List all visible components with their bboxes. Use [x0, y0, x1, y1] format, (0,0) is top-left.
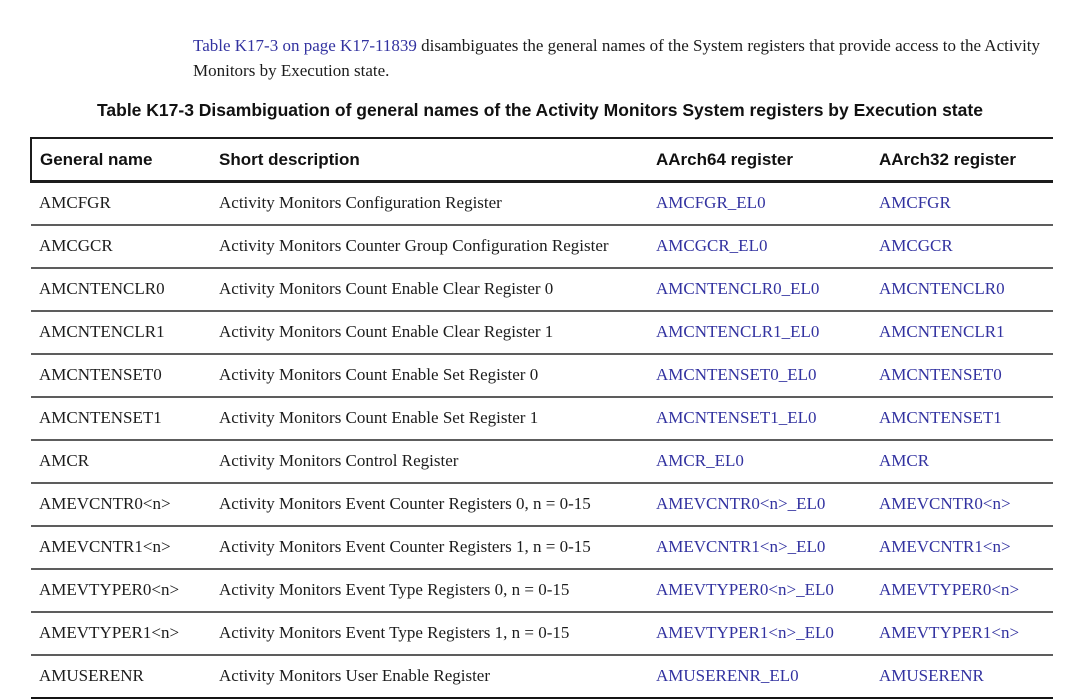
aarch32-register-link[interactable]: AMEVCNTR1<n> — [879, 537, 1011, 556]
description-cell: Activity Monitors Count Enable Set Regis… — [211, 354, 648, 398]
aarch32-register-link[interactable]: AMUSERENR — [879, 666, 984, 685]
table-row: AMCNTENSET1 Activity Monitors Count Enab… — [31, 397, 1053, 441]
table-row: AMCNTENCLR0 Activity Monitors Count Enab… — [31, 268, 1053, 312]
table-body: AMCFGR Activity Monitors Configuration R… — [31, 181, 1053, 699]
general-name-cell: AMCNTENSET0 — [31, 354, 211, 398]
aarch32-register-link[interactable]: AMEVCNTR0<n> — [879, 494, 1011, 513]
aarch64-register-link[interactable]: AMCGCR_EL0 — [656, 236, 768, 255]
table-row: AMCGCR Activity Monitors Counter Group C… — [31, 225, 1053, 269]
general-name-cell: AMEVCNTR0<n> — [31, 483, 211, 527]
col-header-short-description: Short description — [211, 137, 648, 183]
aarch32-register-link[interactable]: AMCNTENSET1 — [879, 408, 1002, 427]
table-row: AMEVCNTR0<n> Activity Monitors Event Cou… — [31, 483, 1053, 527]
description-cell: Activity Monitors Count Enable Clear Reg… — [211, 311, 648, 355]
description-cell: Activity Monitors Count Enable Set Regis… — [211, 397, 648, 441]
aarch64-register-link[interactable]: AMCNTENCLR0_EL0 — [656, 279, 820, 298]
aarch64-register-link[interactable]: AMEVCNTR0<n>_EL0 — [656, 494, 826, 513]
general-name-cell: AMEVTYPER0<n> — [31, 569, 211, 613]
aarch64-register-link[interactable]: AMCFGR_EL0 — [656, 193, 766, 212]
aarch64-register-link[interactable]: AMCNTENSET1_EL0 — [656, 408, 817, 427]
table-header: General name Short description AArch64 r… — [30, 137, 1053, 183]
aarch32-register-link[interactable]: AMCNTENCLR0 — [879, 279, 1005, 298]
general-name-cell: AMEVCNTR1<n> — [31, 526, 211, 570]
general-name-cell: AMCGCR — [31, 225, 211, 269]
table-row: AMCNTENSET0 Activity Monitors Count Enab… — [31, 354, 1053, 398]
aarch64-register-link[interactable]: AMCNTENSET0_EL0 — [656, 365, 817, 384]
registers-table: General name Short description AArch64 r… — [30, 137, 1053, 699]
table-row: AMCNTENCLR1 Activity Monitors Count Enab… — [31, 311, 1053, 355]
general-name-cell: AMCNTENCLR1 — [31, 311, 211, 355]
description-cell: Activity Monitors Configuration Register — [211, 181, 648, 226]
description-cell: Activity Monitors Event Type Registers 1… — [211, 612, 648, 656]
aarch32-register-link[interactable]: AMEVTYPER1<n> — [879, 623, 1020, 642]
aarch64-register-link[interactable]: AMEVCNTR1<n>_EL0 — [656, 537, 826, 556]
aarch32-register-link[interactable]: AMCNTENSET0 — [879, 365, 1002, 384]
intro-paragraph: Table K17-3 on page K17-11839 disambigua… — [193, 33, 1051, 83]
aarch64-register-link[interactable]: AMCR_EL0 — [656, 451, 744, 470]
general-name-cell: AMUSERENR — [31, 655, 211, 699]
col-header-aarch64-register: AArch64 register — [648, 137, 871, 183]
aarch32-register-link[interactable]: AMCGCR — [879, 236, 953, 255]
general-name-cell: AMCR — [31, 440, 211, 484]
aarch64-register-link[interactable]: AMEVTYPER1<n>_EL0 — [656, 623, 834, 642]
table-reference-link[interactable]: Table K17-3 on page K17-11839 — [193, 36, 417, 55]
description-cell: Activity Monitors Event Counter Register… — [211, 483, 648, 527]
general-name-cell: AMEVTYPER1<n> — [31, 612, 211, 656]
description-cell: Activity Monitors Count Enable Clear Reg… — [211, 268, 648, 312]
table-row: AMUSERENR Activity Monitors User Enable … — [31, 655, 1053, 699]
description-cell: Activity Monitors Control Register — [211, 440, 648, 484]
header-row: General name Short description AArch64 r… — [30, 137, 1053, 183]
col-header-aarch32-register: AArch32 register — [871, 137, 1053, 183]
aarch32-register-link[interactable]: AMEVTYPER0<n> — [879, 580, 1020, 599]
table-row: AMEVTYPER0<n> Activity Monitors Event Ty… — [31, 569, 1053, 613]
general-name-cell: AMCNTENSET1 — [31, 397, 211, 441]
general-name-cell: AMCNTENCLR0 — [31, 268, 211, 312]
intro-text: disambiguates the general names of the S… — [193, 36, 1041, 80]
description-cell: Activity Monitors Event Counter Register… — [211, 526, 648, 570]
aarch32-register-link[interactable]: AMCFGR — [879, 193, 951, 212]
table-row: AMCR Activity Monitors Control Register … — [31, 440, 1053, 484]
table-row: AMCFGR Activity Monitors Configuration R… — [31, 181, 1053, 226]
table-caption: Table K17-3 Disambiguation of general na… — [97, 100, 983, 120]
aarch64-register-link[interactable]: AMEVTYPER0<n>_EL0 — [656, 580, 834, 599]
description-cell: Activity Monitors User Enable Register — [211, 655, 648, 699]
aarch32-register-link[interactable]: AMCR — [879, 451, 930, 470]
aarch64-register-link[interactable]: AMUSERENR_EL0 — [656, 666, 799, 685]
col-header-general-name: General name — [30, 137, 211, 183]
aarch32-register-link[interactable]: AMCNTENCLR1 — [879, 322, 1005, 341]
table-row: AMEVTYPER1<n> Activity Monitors Event Ty… — [31, 612, 1053, 656]
table-row: AMEVCNTR1<n> Activity Monitors Event Cou… — [31, 526, 1053, 570]
description-cell: Activity Monitors Counter Group Configur… — [211, 225, 648, 269]
description-cell: Activity Monitors Event Type Registers 0… — [211, 569, 648, 613]
aarch64-register-link[interactable]: AMCNTENCLR1_EL0 — [656, 322, 820, 341]
general-name-cell: AMCFGR — [31, 181, 211, 226]
